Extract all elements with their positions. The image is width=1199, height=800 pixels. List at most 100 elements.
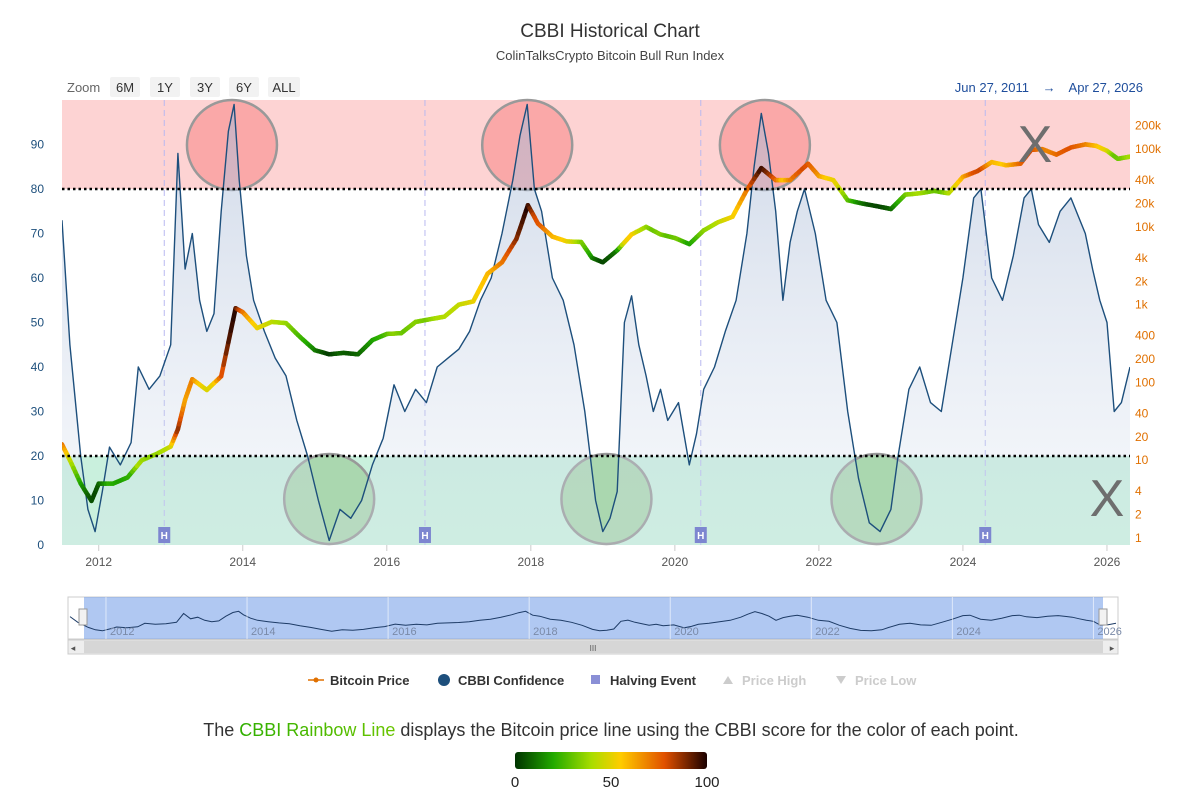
y-left-tick: 70 <box>31 227 45 241</box>
y-left-tick: 90 <box>31 138 45 152</box>
zoom-button-1y[interactable]: 1Y <box>150 77 180 97</box>
zoom-button-label[interactable]: 6M <box>116 80 134 95</box>
zoom-button-6y[interactable]: 6Y <box>229 77 259 97</box>
navigator-tick-label: 2018 <box>533 626 557 638</box>
legend-triangle-up-icon <box>723 676 733 684</box>
x-tick-label: 2012 <box>85 555 112 569</box>
color-scale-tick: 50 <box>603 774 620 791</box>
navigator-selection[interactable] <box>84 597 1103 639</box>
y-right-tick: 1 <box>1135 531 1142 545</box>
y-left-tick: 60 <box>31 271 45 285</box>
navigator-scrollbar-thumb[interactable] <box>84 641 1103 653</box>
navigator-tick-label: 2026 <box>1097 626 1121 638</box>
halving-badge-bg[interactable] <box>979 527 992 543</box>
halving-badge-bg[interactable] <box>418 527 431 543</box>
legend-triangle-down-icon <box>836 676 846 684</box>
x-tick-label: 2026 <box>1094 555 1121 569</box>
y-left-tick: 30 <box>31 405 45 419</box>
halving-badge-label[interactable]: H <box>697 531 704 542</box>
halving-badge-bg[interactable] <box>694 527 707 543</box>
legend-item-bitcoin-price[interactable]: Bitcoin Price <box>308 673 409 688</box>
scroll-right-arrow-icon[interactable]: ▸ <box>1110 643 1115 653</box>
y-right-tick: 4 <box>1135 484 1142 498</box>
legend-item-cbbi-confidence[interactable]: CBBI Confidence <box>438 673 564 688</box>
zoom-button-3y[interactable]: 3Y <box>190 77 220 97</box>
zoom-button-bg[interactable] <box>110 77 140 97</box>
zoom-buttons: 6M 1Y 3Y 6Y ALL <box>110 77 300 97</box>
x-tick-label: 2018 <box>517 555 544 569</box>
legend-item-price-low[interactable]: Price Low <box>836 673 917 688</box>
zoom-label: Zoom <box>67 80 100 95</box>
y-right-tick: 40k <box>1135 173 1155 187</box>
x-mark-bottom: X <box>1090 470 1125 528</box>
legend-label[interactable]: Price Low <box>855 673 917 688</box>
y-right-tick: 2k <box>1135 274 1149 288</box>
y-right-tick: 100k <box>1135 142 1162 156</box>
footnote-prefix: The <box>203 720 239 740</box>
navigator-scrollbar-grip[interactable]: III <box>590 644 597 653</box>
zoom-button-label[interactable]: 6Y <box>236 80 252 95</box>
footnote-highlight: CBBI Rainbow Line <box>239 720 395 740</box>
color-scale-bar <box>515 752 707 769</box>
halving-badge-bg[interactable] <box>158 527 171 543</box>
halving-badge-label[interactable]: H <box>421 531 428 542</box>
cbbi-confidence-line[interactable] <box>62 103 1130 542</box>
legend-label[interactable]: Halving Event <box>610 673 697 688</box>
y-axis-left: 0 10 20 30 40 50 60 70 80 90 <box>31 138 45 553</box>
y-left-tick: 10 <box>31 494 45 508</box>
legend-item-halving-event[interactable]: Halving Event <box>591 673 697 688</box>
zoom-button-all[interactable]: ALL <box>268 77 300 97</box>
navigator-tick-label: 2024 <box>956 626 980 638</box>
legend: Bitcoin Price CBBI Confidence Halving Even… <box>308 673 917 688</box>
zoom-button-label[interactable]: ALL <box>272 80 295 95</box>
date-range[interactable]: Jun 27, 2011 → Apr 27, 2026 <box>955 80 1143 95</box>
x-marks: XX <box>1018 116 1125 528</box>
legend-dot-icon <box>313 677 319 683</box>
navigator-ticks: 2012 2014 2016 2018 2020 2022 2024 2026 <box>105 597 1122 639</box>
y-right-tick: 2 <box>1135 508 1142 522</box>
y-axis-right: 1 2 4 10 20 40 100 200 400 1k 2k 4k 10k 20k 40k 100k 200… <box>1135 119 1162 545</box>
zoom-button-bg[interactable] <box>190 77 220 97</box>
chart-subtitle: ColinTalksCrypto Bitcoin Bull Run Index <box>496 48 725 63</box>
zoom-button-bg[interactable] <box>229 77 259 97</box>
date-range-from[interactable]: Jun 27, 2011 <box>955 80 1029 95</box>
legend-label[interactable]: Bitcoin Price <box>330 673 409 688</box>
halving-badge[interactable]: H <box>694 527 707 543</box>
x-tick-label: 2022 <box>806 555 833 569</box>
zoom-button-label[interactable]: 1Y <box>157 80 173 95</box>
x-tick-label: 2024 <box>950 555 977 569</box>
legend-label[interactable]: CBBI Confidence <box>458 673 564 688</box>
navigator[interactable]: 2012 2014 2016 2018 2020 2022 2024 2026 III ◂ ▸ <box>67 596 1122 655</box>
cbbi-area <box>62 104 1130 545</box>
halving-badge[interactable]: H <box>979 527 992 543</box>
halving-badge-label[interactable]: H <box>982 531 989 542</box>
scroll-left-arrow-icon[interactable]: ◂ <box>71 643 76 653</box>
date-range-arrow: → <box>1043 80 1056 95</box>
chart-title: CBBI Historical Chart <box>520 21 700 42</box>
footnote-suffix: displays the Bitcoin price line using th… <box>400 720 1018 740</box>
legend-label[interactable]: Price High <box>742 673 806 688</box>
legend-item-price-high[interactable]: Price High <box>723 673 806 688</box>
navigator-line <box>69 610 1117 632</box>
zoom-button-bg[interactable] <box>268 77 300 97</box>
x-axis: 2012 2014 2016 2018 2020 2022 2024 2026 <box>85 545 1121 569</box>
y-left-tick: 80 <box>31 182 45 196</box>
navigator-handle-right[interactable] <box>1098 608 1108 626</box>
y-right-tick: 400 <box>1135 329 1155 343</box>
navigator-handle-left[interactable] <box>78 608 88 626</box>
y-left-tick: 0 <box>37 538 44 552</box>
halving-badge[interactable]: H <box>418 527 431 543</box>
bitcoin-price-rainbow-line[interactable] <box>62 142 1130 504</box>
y-right-tick: 100 <box>1135 375 1155 389</box>
date-range-to[interactable]: Apr 27, 2026 <box>1069 80 1143 95</box>
navigator-tick-label: 2014 <box>251 626 275 638</box>
halving-badge[interactable]: H <box>158 527 171 543</box>
y-right-tick: 4k <box>1135 251 1149 265</box>
zoom-button-label[interactable]: 3Y <box>197 80 213 95</box>
zoom-button-6m[interactable]: 6M <box>110 77 140 97</box>
x-tick-label: 2020 <box>662 555 689 569</box>
zoom-button-bg[interactable] <box>150 77 180 97</box>
y-left-tick: 20 <box>31 449 45 463</box>
halving-badge-label[interactable]: H <box>161 531 168 542</box>
